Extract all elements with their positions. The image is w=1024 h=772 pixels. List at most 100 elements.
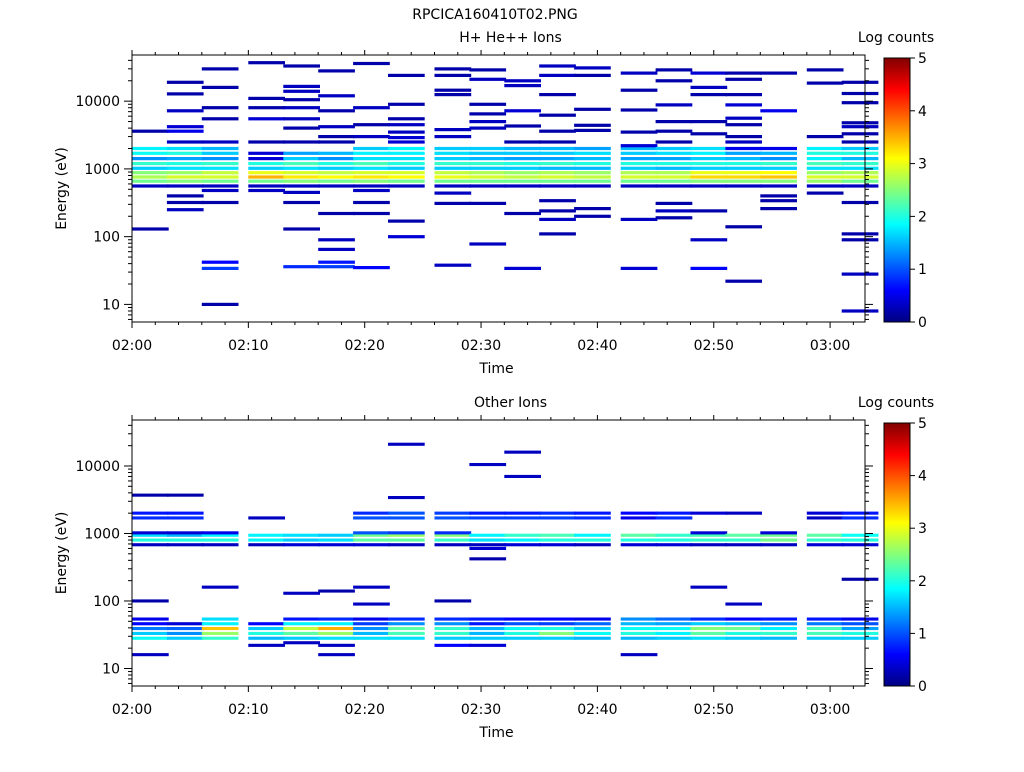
heatmap-cell: [539, 533, 576, 537]
heatmap-cell: [841, 631, 879, 635]
heatmap-cell: [760, 162, 797, 166]
heatmap-cell: [806, 135, 844, 139]
x-axis-label: Time: [478, 361, 513, 377]
heatmap-cell: [841, 511, 879, 515]
heatmap-cell: [166, 125, 204, 129]
heatmap-cell: [690, 71, 728, 75]
heatmap-cell: [574, 166, 611, 170]
heatmap-cell: [318, 627, 355, 631]
heatmap-cell: [504, 636, 541, 640]
panel-h-he-ions: 02:00 02:10 02:20 02:30 02:40 02:50 03:0010100…: [54, 30, 934, 377]
heatmap-cell: [132, 617, 169, 621]
heatmap-cell: [725, 631, 762, 635]
heatmap-cell: [725, 543, 762, 547]
heatmap-cell: [841, 577, 879, 581]
heatmap-cell: [283, 151, 320, 155]
heatmap-cell: [318, 538, 355, 542]
heatmap-cell: [353, 585, 390, 589]
heatmap-cell: [388, 617, 425, 621]
heatmap-cell: [283, 64, 320, 68]
heatmap-cell: [725, 123, 762, 127]
heatmap-cell: [132, 516, 169, 520]
heatmap-cell: [318, 94, 355, 98]
heatmap-cell: [841, 627, 879, 631]
heatmap-cell: [760, 617, 797, 621]
heatmap-cell: [655, 511, 693, 515]
heatmap-cell: [690, 184, 728, 188]
heatmap-cell: [318, 589, 355, 593]
heatmap-cell: [353, 602, 390, 606]
heatmap-cell: [434, 617, 472, 621]
heatmap-cell: [388, 157, 425, 161]
y-tick-label: 10: [102, 661, 120, 677]
heatmap-cell: [504, 140, 541, 144]
heatmap-cell: [201, 200, 239, 205]
heatmap-cell: [655, 175, 693, 179]
heatmap-cell: [725, 135, 762, 139]
heatmap-cell: [166, 631, 204, 635]
heatmap-cell: [690, 93, 728, 97]
heatmap-cell: [248, 636, 285, 640]
heatmap-cell: [434, 201, 472, 205]
heatmap-cell: [539, 162, 576, 166]
x-axis: 02:00 02:10 02:20 02:30 02:40 02:50 03:00: [112, 50, 854, 354]
heatmap-cell: [353, 166, 390, 170]
heatmap-cell: [760, 636, 797, 640]
heatmap-cell: [760, 171, 797, 175]
heatmap-cell: [841, 309, 879, 313]
heatmap-cell: [690, 171, 728, 175]
heatmap-cell: [248, 184, 285, 188]
heatmap-cell: [725, 166, 762, 170]
heatmap-cell: [655, 617, 693, 621]
heatmap-cell: [504, 179, 541, 183]
heatmap-cell: [504, 474, 541, 478]
colorbar-tick-label: 4: [918, 104, 927, 120]
heatmap-cell: [655, 179, 693, 183]
heatmap-cell: [469, 242, 507, 246]
heatmap-cell: [318, 135, 355, 139]
heatmap-cell: [318, 179, 355, 183]
heatmap-cell: [132, 179, 169, 183]
heatmap-cell: [620, 144, 658, 148]
heatmap-cell: [201, 631, 239, 635]
heatmap-cell: [248, 188, 285, 193]
heatmap-cell: [574, 207, 611, 211]
heatmap-cell: [166, 171, 204, 175]
heatmap-cell: [201, 117, 239, 121]
heatmap-cell: [620, 175, 658, 179]
heatmap-cell: [690, 533, 728, 537]
heatmap-cell: [248, 117, 285, 121]
heatmap-cell: [469, 171, 507, 175]
heatmap-cell: [574, 175, 611, 179]
heatmap-cell: [690, 266, 728, 270]
heatmap-cell: [353, 151, 390, 155]
heatmap-cell: [504, 543, 541, 547]
heatmap-cell: [539, 140, 576, 144]
heatmap-cell: [760, 199, 797, 203]
heatmap-cell: [318, 157, 355, 161]
heatmap-cell: [388, 130, 425, 134]
heatmap-cell: [201, 531, 239, 535]
heatmap-cell: [539, 209, 576, 213]
heatmap-cell: [166, 622, 204, 626]
heatmap-cell: [132, 622, 169, 626]
heatmap-cell: [725, 71, 762, 75]
heatmap-cell: [353, 622, 390, 626]
y-axis-label: Energy (eV): [54, 512, 70, 595]
heatmap-cell: [283, 591, 320, 595]
heatmap-cell: [539, 179, 576, 183]
heatmap-cell: [283, 184, 320, 188]
heatmap-cell: [620, 130, 658, 134]
heatmap-cell: [655, 79, 693, 83]
heatmap-cell: [760, 543, 797, 547]
heatmap-cell: [434, 67, 472, 71]
heatmap-cell: [504, 109, 541, 113]
heatmap-cell: [841, 238, 879, 242]
heatmap-cell: [725, 538, 762, 542]
heatmap-cell: [434, 171, 472, 175]
heatmap-cell: [841, 140, 879, 144]
heatmap-cell: [469, 511, 507, 515]
heatmap-cell: [760, 531, 797, 535]
heatmap-cell: [806, 81, 844, 85]
